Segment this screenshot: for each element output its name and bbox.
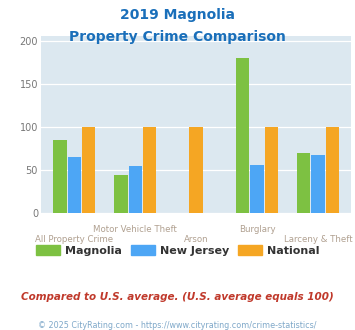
Text: Arson: Arson	[184, 235, 208, 244]
Bar	[297, 152, 310, 213]
Text: Property Crime Comparison: Property Crime Comparison	[69, 30, 286, 44]
Bar	[67, 157, 81, 213]
Text: Motor Vehicle Theft: Motor Vehicle Theft	[93, 225, 177, 234]
Bar	[265, 127, 278, 213]
Bar	[53, 140, 67, 213]
Text: Burglary: Burglary	[239, 225, 275, 234]
Bar	[114, 175, 127, 213]
Legend: Magnolia, New Jersey, National: Magnolia, New Jersey, National	[32, 240, 323, 260]
Text: All Property Crime: All Property Crime	[35, 235, 113, 244]
Text: Larceny & Theft: Larceny & Theft	[284, 235, 352, 244]
Bar	[143, 127, 156, 213]
Text: Compared to U.S. average. (U.S. average equals 100): Compared to U.S. average. (U.S. average …	[21, 292, 334, 302]
Text: 2019 Magnolia: 2019 Magnolia	[120, 8, 235, 22]
Bar	[190, 127, 203, 213]
Bar	[311, 155, 325, 213]
Bar	[326, 127, 339, 213]
Text: © 2025 CityRating.com - https://www.cityrating.com/crime-statistics/: © 2025 CityRating.com - https://www.city…	[38, 321, 317, 330]
Bar	[236, 58, 250, 213]
Bar	[82, 127, 95, 213]
Bar	[250, 165, 264, 213]
Bar	[129, 166, 142, 213]
